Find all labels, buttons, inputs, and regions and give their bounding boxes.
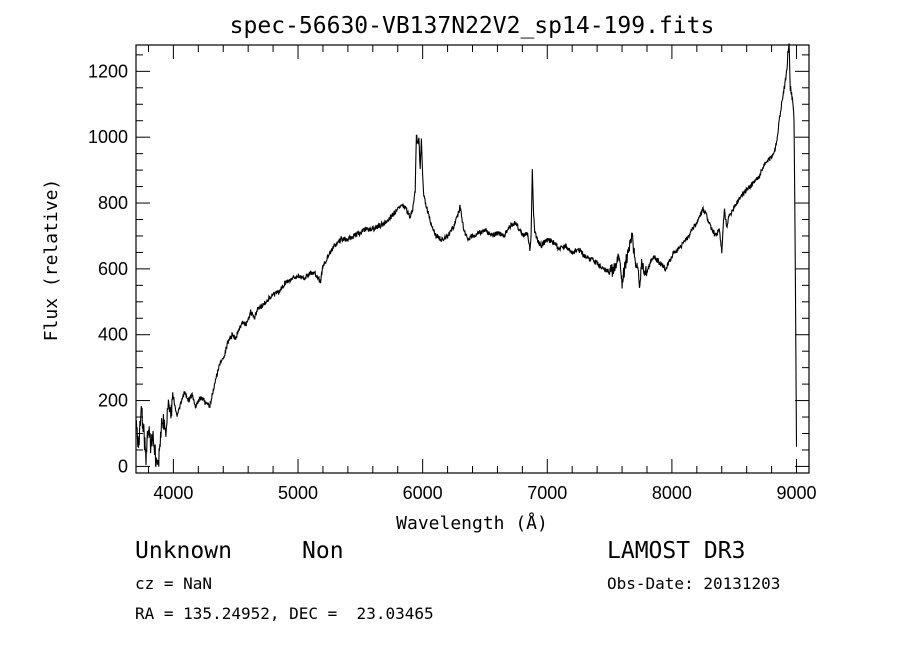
y-tick-label: 400 xyxy=(98,325,128,345)
object-subclass: Non xyxy=(302,538,344,564)
x-tick-label: 9000 xyxy=(777,483,817,503)
x-tick-label: 5000 xyxy=(278,483,318,503)
x-axis-title: Wavelength (Å) xyxy=(396,512,548,534)
plot-frame xyxy=(135,44,810,474)
survey-name: LAMOST DR3 xyxy=(607,538,746,564)
x-tick-label: 6000 xyxy=(403,483,443,503)
chart-title: spec-56630-VB137N22V2_sp14-199.fits xyxy=(230,13,715,39)
y-tick-label: 200 xyxy=(98,391,128,411)
redshift-text: cz = NaN xyxy=(135,574,213,593)
y-tick-label: 1000 xyxy=(88,127,128,147)
y-tick-label: 1200 xyxy=(88,61,128,81)
ra-dec-text: RA = 135.24952, DEC = 23.03465 xyxy=(135,604,434,623)
x-tick-label: 7000 xyxy=(527,483,567,503)
y-axis-title: Flux (relative) xyxy=(41,179,62,342)
axis-ticks xyxy=(136,45,809,473)
x-tick-label: 4000 xyxy=(153,483,193,503)
spectrum-line xyxy=(135,43,798,467)
x-tick-label: 8000 xyxy=(652,483,692,503)
axis-tick-labels: 4000 5000 6000 7000 8000 9000 0 200 400 600 800 100… xyxy=(88,61,817,503)
object-class: Unknown xyxy=(135,538,232,564)
y-tick-label: 0 xyxy=(118,456,128,476)
y-tick-label: 600 xyxy=(98,259,128,279)
obs-date-text: Obs-Date: 20131203 xyxy=(607,574,781,593)
y-tick-label: 800 xyxy=(98,193,128,213)
